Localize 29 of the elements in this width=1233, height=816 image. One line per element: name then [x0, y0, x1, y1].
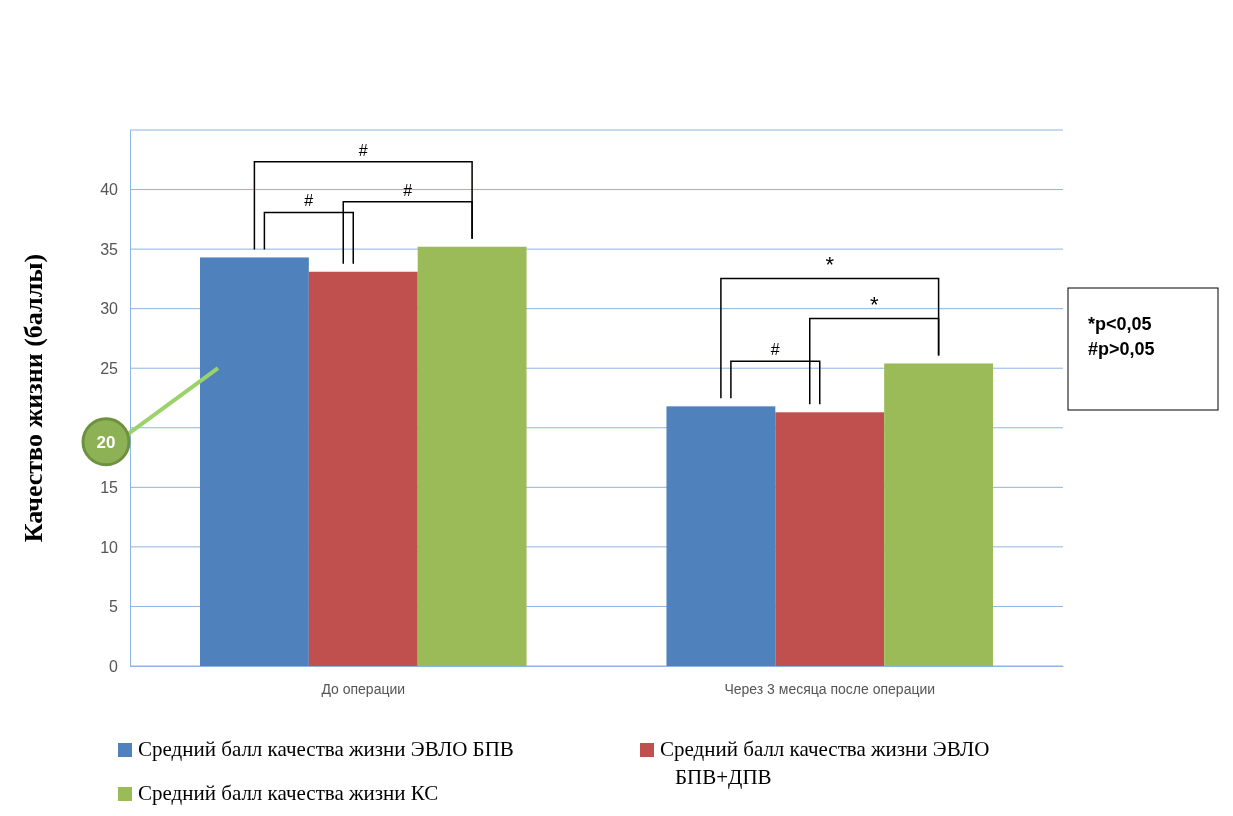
legend-label: Средний балл качества жизни ЭВЛО БПВ [138, 737, 514, 761]
y-tick-label: 0 [109, 657, 119, 675]
y-tick-label: 5 [109, 598, 119, 616]
text: *p<0,05 [1088, 314, 1152, 334]
bar [884, 363, 994, 666]
bar [417, 246, 527, 666]
annotation: # [403, 181, 413, 199]
y-tick-label: 35 [100, 240, 119, 258]
y-tick-label: 10 [100, 538, 119, 556]
y-tick-label: 25 [100, 359, 119, 377]
bar [199, 257, 309, 666]
x-tick-label: Через 3 месяца после операции [724, 680, 936, 697]
legend-label: Средний балл качества жизни КС [138, 781, 439, 805]
bar [308, 271, 418, 666]
text: 20 [96, 432, 116, 452]
annotation: * [825, 252, 835, 278]
y-tick-label: 30 [100, 300, 119, 318]
y-axis-title: Качество жизни (баллы) [19, 253, 48, 543]
text: #p>0,05 [1088, 339, 1155, 359]
annotation: * [869, 292, 879, 318]
annotation: # [770, 341, 780, 359]
y-tick-label: 40 [100, 181, 119, 199]
annotation: # [304, 192, 314, 210]
bar [775, 412, 885, 666]
y-tick-label: 15 [100, 478, 119, 496]
x-tick-label: До операции [321, 680, 406, 697]
legend-label: Средний балл качества жизни ЭВЛО БПВ+ДПВ [660, 737, 990, 789]
bar [666, 406, 776, 666]
annotation: # [358, 141, 368, 159]
